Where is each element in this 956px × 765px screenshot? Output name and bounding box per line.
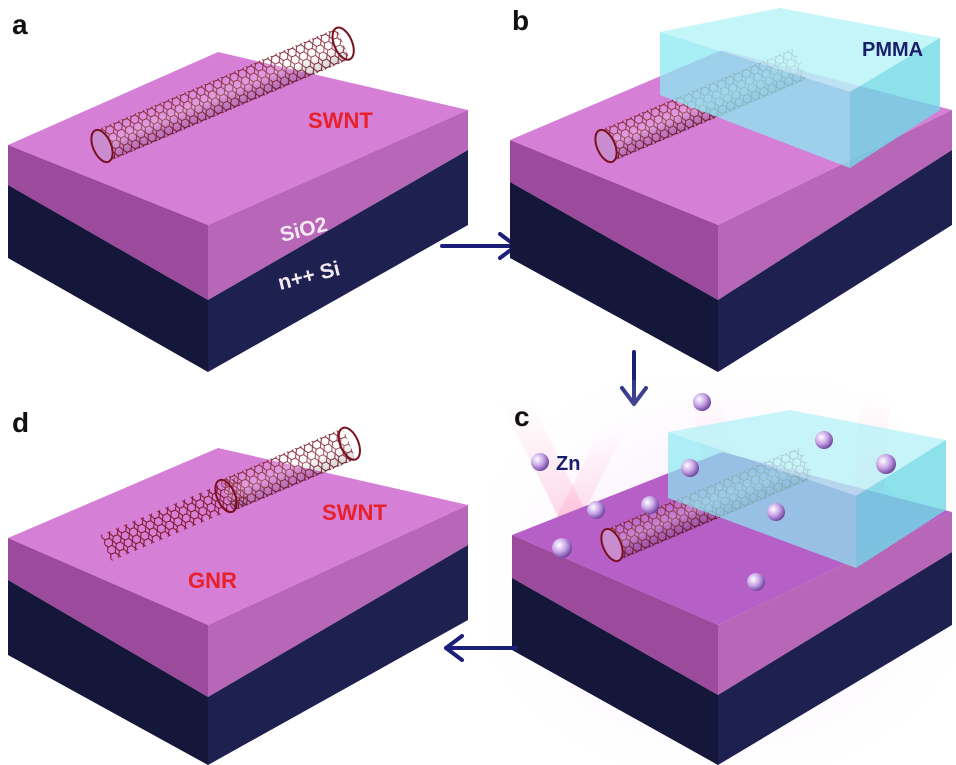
pmma-block-b [660, 8, 940, 168]
arrow-left [444, 634, 518, 662]
zn-label: Zn [556, 453, 580, 475]
zn-ion [747, 573, 765, 591]
zn-ion [531, 453, 549, 471]
panel-a-letter: a [12, 9, 28, 40]
zn-ions [531, 393, 896, 591]
panel-b-letter: b [512, 5, 529, 36]
zn-ion [815, 431, 833, 449]
zn-ion [876, 454, 896, 474]
nanotube-a [90, 26, 355, 164]
pmma-label: PMMA [862, 39, 923, 61]
panel-b: b PMMA [510, 5, 952, 372]
zn-ion [587, 501, 605, 519]
substrate-a [8, 52, 468, 372]
panel-a: a SWNT SiO2 n++ Si [8, 9, 468, 372]
nanotube-d [214, 426, 361, 514]
pmma-block-c [668, 410, 946, 568]
substrate-d [8, 448, 468, 765]
panel-d-letter: d [12, 407, 29, 438]
gnr-label: GNR [188, 568, 237, 593]
panel-d: d SWNT GNR [8, 407, 468, 765]
zn-ion [767, 503, 785, 521]
panel-c-letter: c [514, 401, 530, 432]
zn-ion [693, 393, 711, 411]
panel-c: c Zn [490, 380, 956, 765]
swnt-label-d: SWNT [322, 500, 387, 525]
zn-ion [552, 538, 572, 558]
swnt-label-a: SWNT [308, 108, 373, 133]
zn-ion [681, 459, 699, 477]
graphene-nanoribbon [100, 476, 250, 561]
arrow-right [440, 232, 518, 260]
zn-ion [641, 496, 659, 514]
